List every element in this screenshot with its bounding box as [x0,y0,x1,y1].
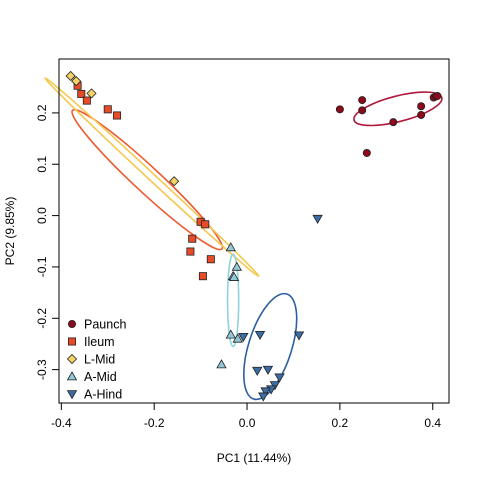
paunch-ellipse [353,91,443,127]
x-tick-label: -0.4 [51,416,72,430]
ileum-point [201,220,210,229]
a-hind-legend-marker [66,390,78,400]
paunch-point [433,91,442,100]
paunch-point [362,148,371,157]
x-tick-label: 0.0 [239,416,256,430]
x-tick-label: 0.2 [332,416,349,430]
y-tick-label: -0.3 [35,359,49,380]
paunch-point [417,102,426,111]
ileum-point [186,247,195,256]
l-mid-point [169,176,180,187]
a-mid-point [232,333,243,343]
x-axis: -0.4 -0.2 0.0 0.2 0.4 [51,402,441,430]
a-hind-point [293,331,305,341]
l-mid-point [86,88,97,99]
a-mid-point [216,359,227,369]
ellipses-layer [44,77,443,401]
a-hind-point [262,365,274,375]
ileum-point [206,255,215,264]
a-hind-point [254,330,266,341]
ileum-ellipse [71,108,224,251]
x-tick-label: -0.2 [144,416,165,430]
y-axis-label: PC2 (9.85%) [3,197,17,266]
ileum-point [103,105,112,114]
a-mid-point [228,271,240,281]
paunch-point [417,110,426,119]
plot-frame [58,58,450,404]
x-tick-label: 0.4 [424,416,441,430]
a-hind-point [312,214,323,224]
a-hind-point [274,373,285,383]
paunch-point [389,118,398,127]
y-tick-label: 0.0 [35,207,49,224]
a-mid-point [225,329,236,339]
points-layer [65,70,442,402]
ileum-point [198,272,207,281]
ileum-legend-marker [68,337,77,346]
paunch-point [358,106,367,115]
y-tick-label: 0.2 [35,104,49,121]
ileum-point [113,111,122,120]
paunch-legend-label: Paunch [84,318,126,332]
a-hind-legend-label: A-Hind [84,388,122,402]
legend: Paunch Ileum L-Mid A-Mid A-Hind [66,318,126,402]
a-hind-point [238,332,249,343]
ileum-point [77,89,86,98]
paunch-point [358,96,367,105]
l-mid-legend-label: L-Mid [84,353,115,367]
y-tick-label: 0.1 [35,156,49,173]
a-mid-point [225,242,236,252]
ileum-point [82,96,91,105]
a-mid-point [231,261,243,271]
a-hind-point [258,392,269,402]
x-axis-label: PC1 (11.44%) [217,451,291,465]
y-tick-label: -0.2 [35,308,49,329]
a-hind-ellipse [243,292,298,401]
a-mid-legend-marker [66,371,78,381]
paunch-point [335,105,344,114]
y-axis: -0.3 -0.2 -0.1 0.0 0.1 0.2 [35,104,60,380]
l-mid-legend-marker [66,353,78,365]
a-hind-point [260,387,271,397]
a-mid-ellipse [226,253,240,348]
l-mid-point [71,76,82,87]
ileum-point [188,234,197,243]
a-hind-point [252,366,263,376]
l-mid-ellipse [44,77,260,277]
l-mid-point [65,70,76,82]
y-tick-label: -0.1 [35,256,49,277]
ileum-legend-label: Ileum [84,335,115,349]
paunch-legend-marker [68,319,77,328]
a-mid-legend-label: A-Mid [84,370,117,384]
